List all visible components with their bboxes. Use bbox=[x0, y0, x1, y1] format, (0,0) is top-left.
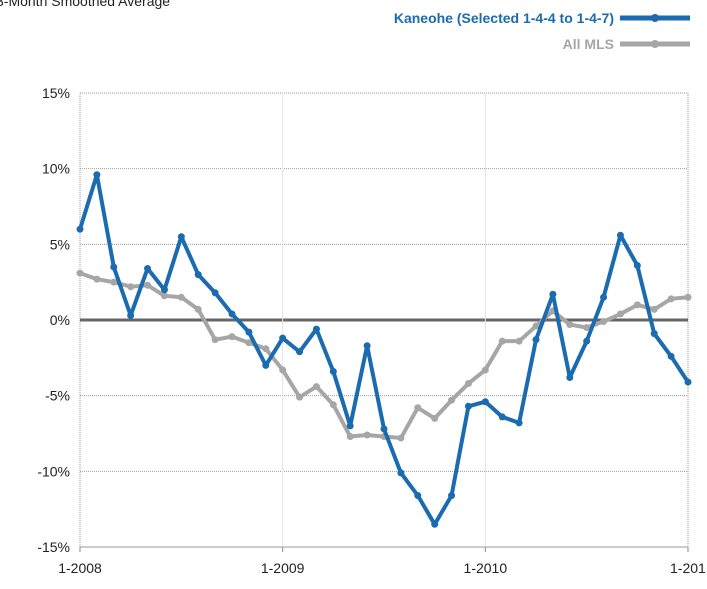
series-point bbox=[160, 286, 168, 294]
series-point bbox=[667, 352, 675, 360]
x-tick-label: 1-201 bbox=[670, 560, 706, 576]
series-point bbox=[177, 233, 185, 241]
series-point bbox=[110, 278, 118, 286]
series-point bbox=[684, 293, 692, 301]
series-point bbox=[245, 328, 253, 336]
series-point bbox=[110, 263, 118, 271]
series-point bbox=[532, 322, 540, 330]
series-point bbox=[245, 339, 253, 347]
series-point bbox=[448, 396, 456, 404]
y-tick-label: -15% bbox=[37, 539, 70, 555]
series-point bbox=[667, 295, 675, 303]
series-point bbox=[296, 348, 304, 356]
series-point bbox=[633, 262, 641, 270]
series-point bbox=[127, 311, 135, 319]
legend-label: Kaneohe (Selected 1-4-4 to 1-4-7) bbox=[394, 10, 614, 26]
series-point bbox=[498, 337, 506, 345]
series-point bbox=[566, 374, 574, 382]
x-tick-label: 1-2009 bbox=[261, 560, 305, 576]
series-point bbox=[177, 293, 185, 301]
series-point bbox=[211, 289, 219, 297]
series-point bbox=[498, 413, 506, 421]
series-point bbox=[414, 492, 422, 500]
y-tick-label: -5% bbox=[45, 388, 70, 404]
series-point bbox=[566, 321, 574, 329]
series-point bbox=[144, 281, 152, 289]
chart-title: 3-Month Smoothed Average bbox=[0, 0, 170, 9]
series-point bbox=[431, 414, 439, 422]
y-tick-label: -10% bbox=[37, 463, 70, 479]
series-point bbox=[650, 305, 658, 313]
series-point bbox=[684, 378, 692, 386]
series-point bbox=[600, 318, 608, 326]
series-point bbox=[414, 404, 422, 412]
series-point bbox=[346, 433, 354, 441]
series-point bbox=[76, 269, 84, 277]
series-point bbox=[380, 425, 388, 433]
legend-marker bbox=[651, 14, 659, 22]
series-point bbox=[346, 422, 354, 430]
x-tick-label: 1-2008 bbox=[58, 560, 102, 576]
series-point bbox=[93, 171, 101, 179]
series-point bbox=[481, 366, 489, 374]
y-tick-label: 15% bbox=[42, 85, 70, 101]
series-point bbox=[363, 431, 371, 439]
series-point bbox=[515, 337, 523, 345]
series-point bbox=[228, 333, 236, 341]
series-point bbox=[650, 330, 658, 338]
legend-label: All MLS bbox=[563, 36, 614, 52]
series-point bbox=[397, 469, 405, 477]
series-point bbox=[363, 342, 371, 350]
series-point bbox=[329, 401, 337, 409]
series-point bbox=[515, 419, 523, 427]
series-point bbox=[262, 361, 270, 369]
series-point bbox=[329, 367, 337, 375]
series-point bbox=[464, 380, 472, 388]
series-point bbox=[262, 345, 270, 353]
series-point bbox=[211, 336, 219, 344]
series-point bbox=[448, 492, 456, 500]
series-point bbox=[194, 305, 202, 313]
series-point bbox=[481, 398, 489, 406]
series-point bbox=[583, 337, 591, 345]
series-line bbox=[78, 172, 690, 527]
series-point bbox=[296, 393, 304, 401]
x-tick-label: 1-2010 bbox=[464, 560, 508, 576]
series-point bbox=[127, 283, 135, 291]
series-point bbox=[144, 265, 152, 273]
series-point bbox=[616, 310, 624, 318]
series-point bbox=[279, 334, 287, 342]
y-tick-label: 5% bbox=[50, 236, 70, 252]
y-tick-label: 10% bbox=[42, 161, 70, 177]
series-point bbox=[616, 231, 624, 239]
series-point bbox=[464, 402, 472, 410]
y-tick-label: 0% bbox=[50, 312, 70, 328]
series-point bbox=[397, 434, 405, 442]
series-point bbox=[76, 225, 84, 233]
legend-marker bbox=[651, 40, 659, 48]
series-point bbox=[93, 275, 101, 283]
series-point bbox=[312, 325, 320, 333]
series-point bbox=[532, 336, 540, 344]
series-point bbox=[228, 310, 236, 318]
series-point bbox=[549, 290, 557, 298]
series-point bbox=[160, 292, 168, 300]
series-point bbox=[431, 520, 439, 528]
series-point bbox=[279, 366, 287, 374]
series-point bbox=[194, 271, 202, 279]
series-point bbox=[583, 324, 591, 332]
series-line bbox=[79, 271, 689, 441]
series-point bbox=[633, 301, 641, 309]
series-point bbox=[312, 383, 320, 391]
series-point bbox=[600, 293, 608, 301]
